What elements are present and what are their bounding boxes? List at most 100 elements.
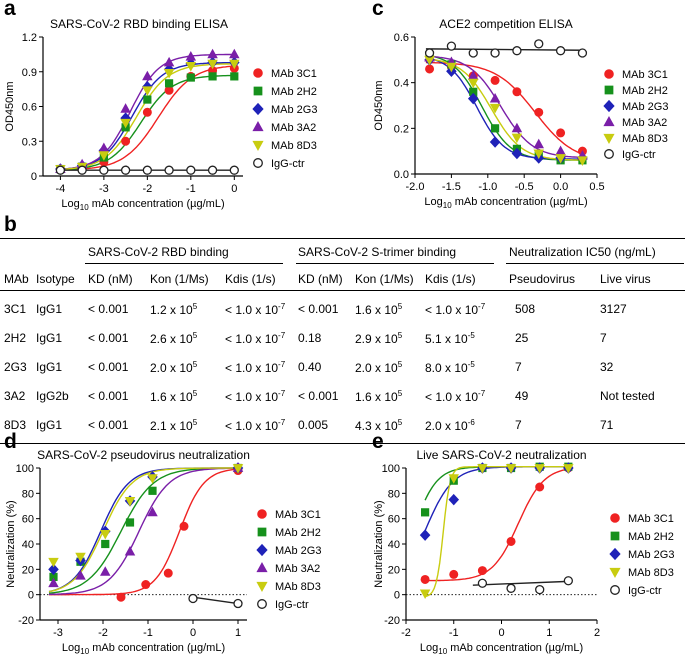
legend-label-mab-3c1: MAb 3C1 (271, 68, 317, 80)
y-tick-label: 1.2 (22, 32, 37, 44)
table-cell-rbd-kdis: < 1.0 x 10-7 (225, 331, 286, 346)
y-axis-label: OD450nm (373, 80, 385, 130)
data-point-mab-2h2 (208, 72, 217, 81)
col-header-rbd-kdis: Kdis (1/s) (225, 272, 276, 286)
data-point-mab-3c1 (116, 592, 126, 602)
legend-marker-igg-ctr (253, 158, 263, 168)
table-cell-isotype: IgG1 (36, 418, 63, 432)
y-tick-label: -20 (18, 615, 34, 627)
chart-panel-d: SARS-CoV-2 pseudovirus neutralization -3 -… (5, 448, 321, 656)
table-cell-live-virus: 71 (600, 418, 614, 432)
legend-marker-mab-2g3 (252, 102, 264, 116)
data-point-mab-8d3 (163, 69, 175, 79)
legend-marker-mab-3c1 (610, 513, 620, 523)
table-cell-strimer-kd: < 0.001 (298, 389, 339, 403)
data-point-igg-ctr (563, 576, 574, 586)
y-tick-label: 80 (388, 488, 400, 500)
data-point-mab-2g3 (419, 529, 431, 541)
y-tick-label: 0.0 (394, 169, 409, 181)
legend-label-mab-3c1: MAb 3C1 (622, 69, 668, 81)
x-tick-label: 0 (190, 627, 196, 639)
table-cell-rbd-kd: < 0.001 (88, 360, 129, 374)
data-point-mab-2g3 (511, 147, 523, 160)
table-cell-rbd-kon: 2.1 x 105 (150, 418, 198, 433)
legend-marker-mab-3a2 (256, 562, 268, 573)
chart-title: Live SARS-CoV-2 neutralization (416, 448, 586, 462)
table-cell-isotype: IgG1 (36, 302, 63, 316)
data-point-igg-ctr (555, 46, 566, 56)
neutralization-group-rule (506, 263, 684, 264)
table-cell-live-virus: 3127 (600, 302, 627, 316)
y-tick-label: 0.6 (22, 102, 37, 114)
data-point-mab-3a2 (147, 506, 158, 517)
table-cell-strimer-kdis: 5.1 x 10-5 (425, 331, 475, 346)
table-cell-strimer-kon: 2.9 x 105 (355, 331, 403, 346)
table-cell-mab: 3C1 (4, 302, 27, 316)
data-point-mab-3c1 (425, 64, 435, 74)
y-tick-label: 20 (22, 564, 34, 576)
legend-marker-mab-8d3 (603, 133, 615, 144)
y-tick-label: -20 (384, 615, 400, 627)
data-point-mab-3a2 (98, 142, 110, 153)
group-header-strimer: SARS-CoV-2 S-trimer binding (298, 245, 457, 259)
fit-curve-mab-8d3 (48, 467, 241, 593)
legend-label-mab-2h2: MAb 2H2 (622, 85, 668, 97)
data-point-mab-3c1 (490, 75, 500, 85)
legend-marker-mab-3c1 (253, 68, 263, 78)
panel-label-b: b (4, 213, 17, 236)
data-point-mab-3a2 (48, 577, 59, 588)
data-point-mab-8d3 (185, 62, 197, 72)
y-axis-label: Neutralization (%) (5, 500, 17, 587)
table-cell-isotype: IgG2b (36, 389, 69, 403)
y-tick-label: 20 (388, 564, 400, 576)
table-cell-rbd-kdis: < 1.0 x 10-7 (225, 302, 286, 317)
fit-curve-mab-3c1 (425, 468, 571, 582)
legend-label-mab-2h2: MAb 2H2 (275, 527, 321, 539)
data-point-mab-2g3 (467, 92, 479, 105)
data-point-mab-2g3 (448, 493, 460, 506)
legend-label-mab-2g3: MAb 2G3 (275, 545, 321, 557)
panel-label-a: a (4, 0, 16, 20)
group-header-rbd: SARS-CoV-2 RBD binding (88, 245, 229, 259)
data-point-igg-ctr (424, 48, 435, 58)
chart-title: SARS-CoV-2 pseudovirus neutralization (37, 448, 250, 462)
chart-panel-e: Live SARS-CoV-2 neutralization -2 -1 0 1 2 -20… (373, 448, 674, 656)
table-cell-strimer-kdis: 8.0 x 10-5 (425, 360, 475, 375)
rbd-group-rule (85, 263, 283, 264)
table-cell-isotype: IgG1 (36, 331, 63, 345)
legend-label-mab-3c1: MAb 3C1 (628, 513, 674, 525)
data-point-mab-2h2 (148, 486, 157, 495)
panel-label-c: c (372, 0, 384, 20)
table-cell-strimer-kd: 0.40 (298, 360, 322, 374)
x-tick-label: 1 (235, 627, 241, 639)
data-point-mab-2h2 (186, 73, 195, 82)
legend-marker-mab-3a2 (603, 116, 615, 127)
data-point-igg-ctr (512, 46, 522, 56)
table-cell-mab: 8D3 (4, 418, 27, 432)
chart-title: SARS-CoV-2 RBD binding ELISA (50, 17, 228, 31)
data-point-mab-2h2 (421, 508, 430, 517)
x-axis-label: Log10 mAb concentration (µg/mL) (420, 642, 583, 656)
data-point-mab-3a2 (120, 103, 131, 113)
y-tick-label: 0.6 (394, 32, 409, 44)
col-header-rbd-kd: KD (nM) (88, 272, 133, 286)
data-point-mab-3a2 (100, 566, 111, 576)
x-tick-label: -3 (53, 627, 63, 639)
table-cell-mab: 2G3 (4, 360, 27, 374)
data-point-mab-8d3 (505, 464, 517, 474)
data-point-mab-3c1 (142, 107, 152, 117)
fit-curve-igg-ctr (192, 596, 239, 605)
fit-curve-mab-2h2 (424, 466, 571, 501)
table-cell-rbd-kd: < 0.001 (88, 331, 129, 345)
data-point-mab-8d3 (75, 552, 86, 563)
x-tick-label: 0.0 (553, 181, 568, 193)
table-cell-mab: 3A2 (4, 389, 26, 403)
legend-label-igg-ctr: IgG-ctr (271, 158, 305, 170)
legend-marker-mab-8d3 (252, 140, 264, 151)
data-point-mab-8d3 (147, 474, 158, 484)
data-point-mab-3c1 (477, 566, 487, 576)
table-cell-rbd-kdis: < 1.0 x 10-7 (225, 418, 286, 433)
col-header-isotype: Isotype (36, 272, 75, 286)
table-cell-isotype: IgG1 (36, 360, 63, 374)
